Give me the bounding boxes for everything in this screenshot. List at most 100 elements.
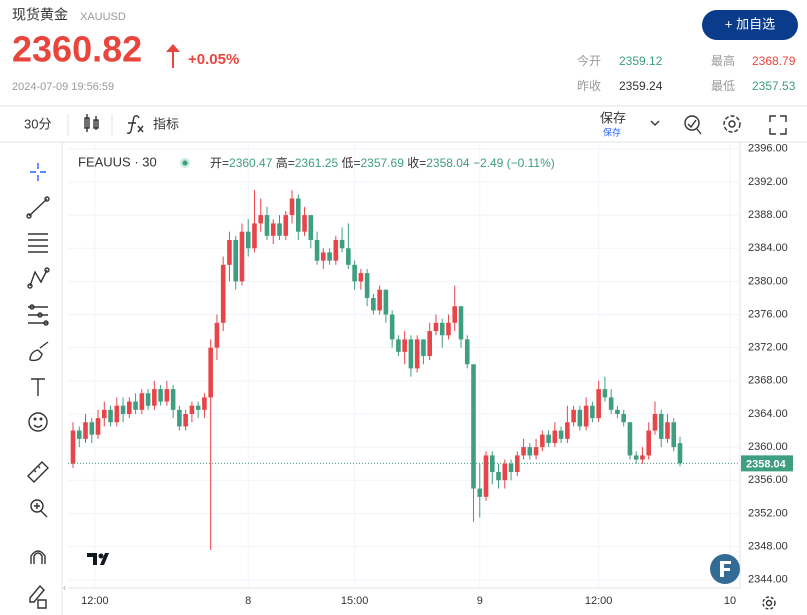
candle-body — [471, 364, 476, 489]
candle-body — [183, 413, 188, 427]
save[interactable]: 保存 — [600, 110, 626, 125]
candle-body — [640, 455, 645, 460]
indicators[interactable]: 指标 — [153, 116, 179, 131]
candle-body — [220, 264, 226, 323]
candle-body — [602, 389, 608, 398]
candle-body — [170, 389, 176, 410]
stat-value: 2357.53 — [752, 79, 796, 93]
candle-body — [227, 239, 232, 265]
candle-body — [627, 422, 633, 456]
candle-body — [252, 223, 257, 249]
candle-body — [533, 447, 539, 456]
candle-body — [314, 239, 320, 261]
title: 现货黄金 — [12, 7, 68, 23]
candle-body — [389, 314, 395, 340]
candle-body — [295, 198, 301, 232]
fullscreen-icon[interactable] — [769, 115, 787, 135]
candle-body — [327, 252, 332, 261]
alert-icon[interactable] — [684, 115, 702, 135]
scroll-handle[interactable]: ‹ — [63, 582, 66, 592]
drawing-tools[interactable] — [26, 163, 50, 609]
stat-label: 昨收 — [577, 79, 601, 93]
candle-body — [489, 455, 495, 472]
ohlc-value: 2361.25 — [295, 156, 342, 170]
candle-body — [164, 389, 170, 402]
candle-body — [371, 297, 376, 311]
candle-body — [615, 409, 620, 414]
candle-body — [665, 422, 670, 439]
x-tick-label: 12:00 — [81, 595, 109, 607]
settings-icon[interactable] — [723, 115, 741, 133]
candle-body — [245, 231, 251, 249]
price: 2360.82 — [12, 29, 142, 70]
symbol: XAUUSD — [80, 11, 126, 23]
ohlc-label: 高= — [276, 155, 295, 170]
plot: 2344.00 2348.00 2352.00 2356.00 2360.00 2364.… — [68, 143, 793, 607]
x-tick-label: 12:00 — [585, 595, 613, 607]
y-tick-label: 2344.00 — [748, 574, 788, 586]
candle-body — [101, 409, 107, 419]
candle-body — [477, 488, 483, 497]
candle-body — [346, 248, 351, 265]
button-bg — [702, 10, 798, 40]
candle-body — [383, 289, 389, 315]
candle-body — [264, 215, 270, 236]
candle-body — [289, 198, 295, 216]
y-tick-label: 2368.00 — [748, 375, 788, 387]
candle-body — [658, 413, 664, 439]
add-watchlist-button[interactable]: + 加自选 — [702, 10, 798, 40]
series-legend: FEAUUS · 30 — [78, 154, 157, 169]
candle-body — [277, 223, 282, 236]
candle-body — [76, 430, 82, 439]
candle-type-icon[interactable] — [84, 114, 99, 132]
tv-logo — [87, 553, 109, 565]
candle-body — [464, 339, 470, 365]
candle-body — [233, 239, 239, 282]
candle-body — [396, 339, 401, 352]
candle-body — [646, 430, 652, 456]
stat-value: 2359.24 — [619, 79, 663, 93]
status-dot-core — [182, 160, 188, 166]
candle-body — [414, 339, 420, 369]
chevron[interactable] — [650, 120, 660, 126]
candle-body — [421, 339, 426, 356]
candle-body — [202, 397, 207, 410]
candle-body — [70, 430, 76, 464]
candle-body — [127, 401, 132, 414]
candle-body — [452, 306, 458, 323]
y-tick-label: 2384.00 — [748, 242, 788, 254]
x-tick-label: 9 — [477, 595, 483, 607]
ohlc-label: 开= — [210, 156, 229, 170]
candle-body — [502, 463, 508, 481]
candle-body — [208, 347, 213, 398]
candle-body — [677, 443, 683, 464]
candle-body — [95, 418, 101, 435]
candle-body — [558, 430, 564, 439]
last-price-box — [741, 455, 793, 472]
stat-label: 今开 — [577, 53, 601, 68]
candle-body — [152, 389, 157, 406]
stat-label: 最低 — [711, 79, 735, 93]
candle-body — [358, 273, 364, 282]
candle-body — [214, 322, 220, 348]
up-arrow — [166, 44, 180, 68]
candle-body — [339, 239, 345, 249]
interval[interactable]: 30分 — [24, 116, 51, 131]
candle-body — [139, 393, 145, 410]
candle-body — [352, 264, 357, 282]
candle-body — [621, 413, 626, 423]
y-tick-label: 2352.00 — [748, 507, 788, 519]
brand-logo — [710, 554, 740, 584]
candle-body — [439, 322, 445, 336]
ohlc-value: 2358.04 — [426, 156, 473, 170]
axis-settings[interactable] — [762, 596, 776, 610]
candle-body — [333, 239, 339, 261]
y-tick-label: 2372.00 — [748, 342, 788, 354]
stat-value: 2368.79 — [752, 54, 796, 68]
candle-body — [364, 273, 370, 298]
y-tick-label: 2376.00 — [748, 308, 788, 320]
candle-body — [89, 422, 95, 435]
timestamp: 2024-07-09 19:56:59 — [12, 81, 114, 93]
candle-body — [408, 339, 414, 369]
